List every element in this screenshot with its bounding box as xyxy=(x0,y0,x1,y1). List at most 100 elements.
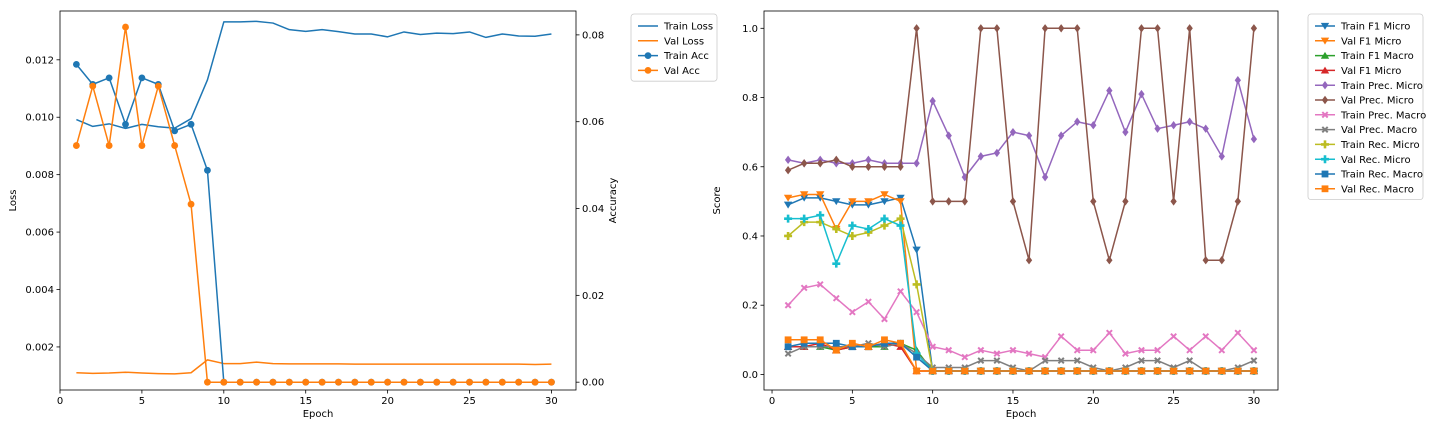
data-point xyxy=(881,162,888,171)
series-train-prec-micro xyxy=(784,76,1258,182)
legend-item-val-loss: Val Loss xyxy=(638,36,704,47)
x-tick-label: 30 xyxy=(1248,396,1261,407)
legend-marker xyxy=(644,52,652,59)
data-point xyxy=(1058,24,1065,33)
data-point xyxy=(799,191,809,199)
series-train-loss xyxy=(76,20,552,130)
data-point xyxy=(817,159,824,168)
legend-marker xyxy=(1320,51,1330,59)
legend-marker xyxy=(644,67,652,74)
data-point xyxy=(1009,127,1017,137)
data-point xyxy=(253,378,260,386)
y-tick-label: 0.6 xyxy=(742,162,758,173)
series-val-loss xyxy=(76,359,552,375)
data-point xyxy=(1138,89,1145,99)
data-point xyxy=(896,221,905,230)
legend-label: Val F1 Micro xyxy=(1341,66,1401,77)
legend-marker xyxy=(1320,66,1330,74)
y-tick-label: 1.0 xyxy=(742,24,758,35)
data-point xyxy=(880,214,889,223)
data-point xyxy=(848,343,856,351)
data-point xyxy=(816,191,825,199)
x-tick-label: 30 xyxy=(545,396,558,407)
data-point xyxy=(801,159,808,168)
legend-label: Val Rec. Macro xyxy=(1341,184,1414,195)
data-point xyxy=(1186,367,1194,375)
data-point xyxy=(929,96,936,106)
data-point xyxy=(1138,24,1145,33)
data-point xyxy=(849,162,856,171)
legend-label: Train Rec. Micro xyxy=(1340,140,1420,151)
data-point xyxy=(816,281,824,288)
data-point xyxy=(993,357,1001,364)
x-tick-label: 10 xyxy=(217,396,230,407)
data-point xyxy=(1089,367,1097,375)
data-point xyxy=(1009,197,1017,206)
data-point xyxy=(993,350,1001,358)
y-tick-label: 0.008 xyxy=(25,170,54,181)
data-point xyxy=(784,214,793,223)
legend-item-train-loss: Train Loss xyxy=(638,22,713,33)
data-point xyxy=(864,225,873,234)
legend-item-val-f1-micro: Val F1 Micro xyxy=(1315,66,1401,77)
data-point xyxy=(1041,367,1049,375)
data-point xyxy=(1154,357,1161,364)
data-point xyxy=(832,259,841,268)
data-point xyxy=(433,378,441,386)
data-point xyxy=(929,197,936,206)
series-val-acc xyxy=(72,23,555,386)
data-point xyxy=(171,142,179,149)
data-point xyxy=(913,308,920,316)
data-point xyxy=(1025,256,1033,265)
y-tick-label: 0.006 xyxy=(25,228,54,239)
legend-label: Train Prec. Micro xyxy=(1340,81,1423,92)
data-point xyxy=(1154,367,1161,375)
data-point xyxy=(138,74,146,82)
data-point xyxy=(977,152,984,161)
data-point xyxy=(1170,367,1177,375)
data-point xyxy=(1074,24,1081,33)
data-point xyxy=(1138,357,1145,364)
data-point xyxy=(1057,357,1065,364)
data-point xyxy=(1202,124,1209,133)
legend-item-train-prec-macro: Train Prec. Macro xyxy=(1315,110,1426,121)
y2-tick-label: 0.02 xyxy=(582,291,604,302)
data-point xyxy=(961,197,968,206)
legend-label: Train Acc xyxy=(663,51,709,62)
data-point xyxy=(187,120,195,128)
legend-item-train-f1-macro: Train F1 Macro xyxy=(1315,51,1414,62)
data-point xyxy=(1154,346,1161,354)
data-point xyxy=(1202,332,1210,340)
data-point xyxy=(400,378,408,386)
data-point xyxy=(105,142,113,149)
data-point xyxy=(1058,131,1065,140)
data-point xyxy=(1122,197,1129,206)
legend-marker xyxy=(1320,22,1330,30)
data-point xyxy=(783,201,793,209)
legend-marker xyxy=(1321,126,1329,133)
data-point xyxy=(498,378,506,386)
data-point xyxy=(335,378,342,386)
data-point xyxy=(1186,117,1193,126)
data-point xyxy=(833,155,840,165)
data-point xyxy=(1234,329,1242,337)
legend-label: Val Loss xyxy=(664,36,704,47)
data-point xyxy=(1090,121,1097,130)
x-tick-label: 20 xyxy=(1087,396,1100,407)
data-point xyxy=(1122,367,1129,375)
legend: Train Loss Val Loss Train Acc Val Acc xyxy=(630,13,718,82)
score-chart: 0 5 10 15 20 25 30 0.0 0.2 0.4 0.6 0.8 1.0 Epoch Score… xyxy=(712,10,1426,420)
data-point xyxy=(269,378,277,386)
data-point xyxy=(187,200,195,208)
data-point xyxy=(913,159,920,168)
data-point xyxy=(993,24,1001,33)
data-point xyxy=(865,343,872,351)
data-point xyxy=(832,339,840,347)
y-tick-label: 0.004 xyxy=(25,285,54,296)
data-point xyxy=(1025,367,1033,375)
series-line-val-prec-micro xyxy=(787,27,1255,261)
data-point xyxy=(1074,117,1081,126)
series-val-rec-macro xyxy=(784,336,1258,375)
data-point xyxy=(1218,256,1225,265)
data-point xyxy=(302,378,310,386)
